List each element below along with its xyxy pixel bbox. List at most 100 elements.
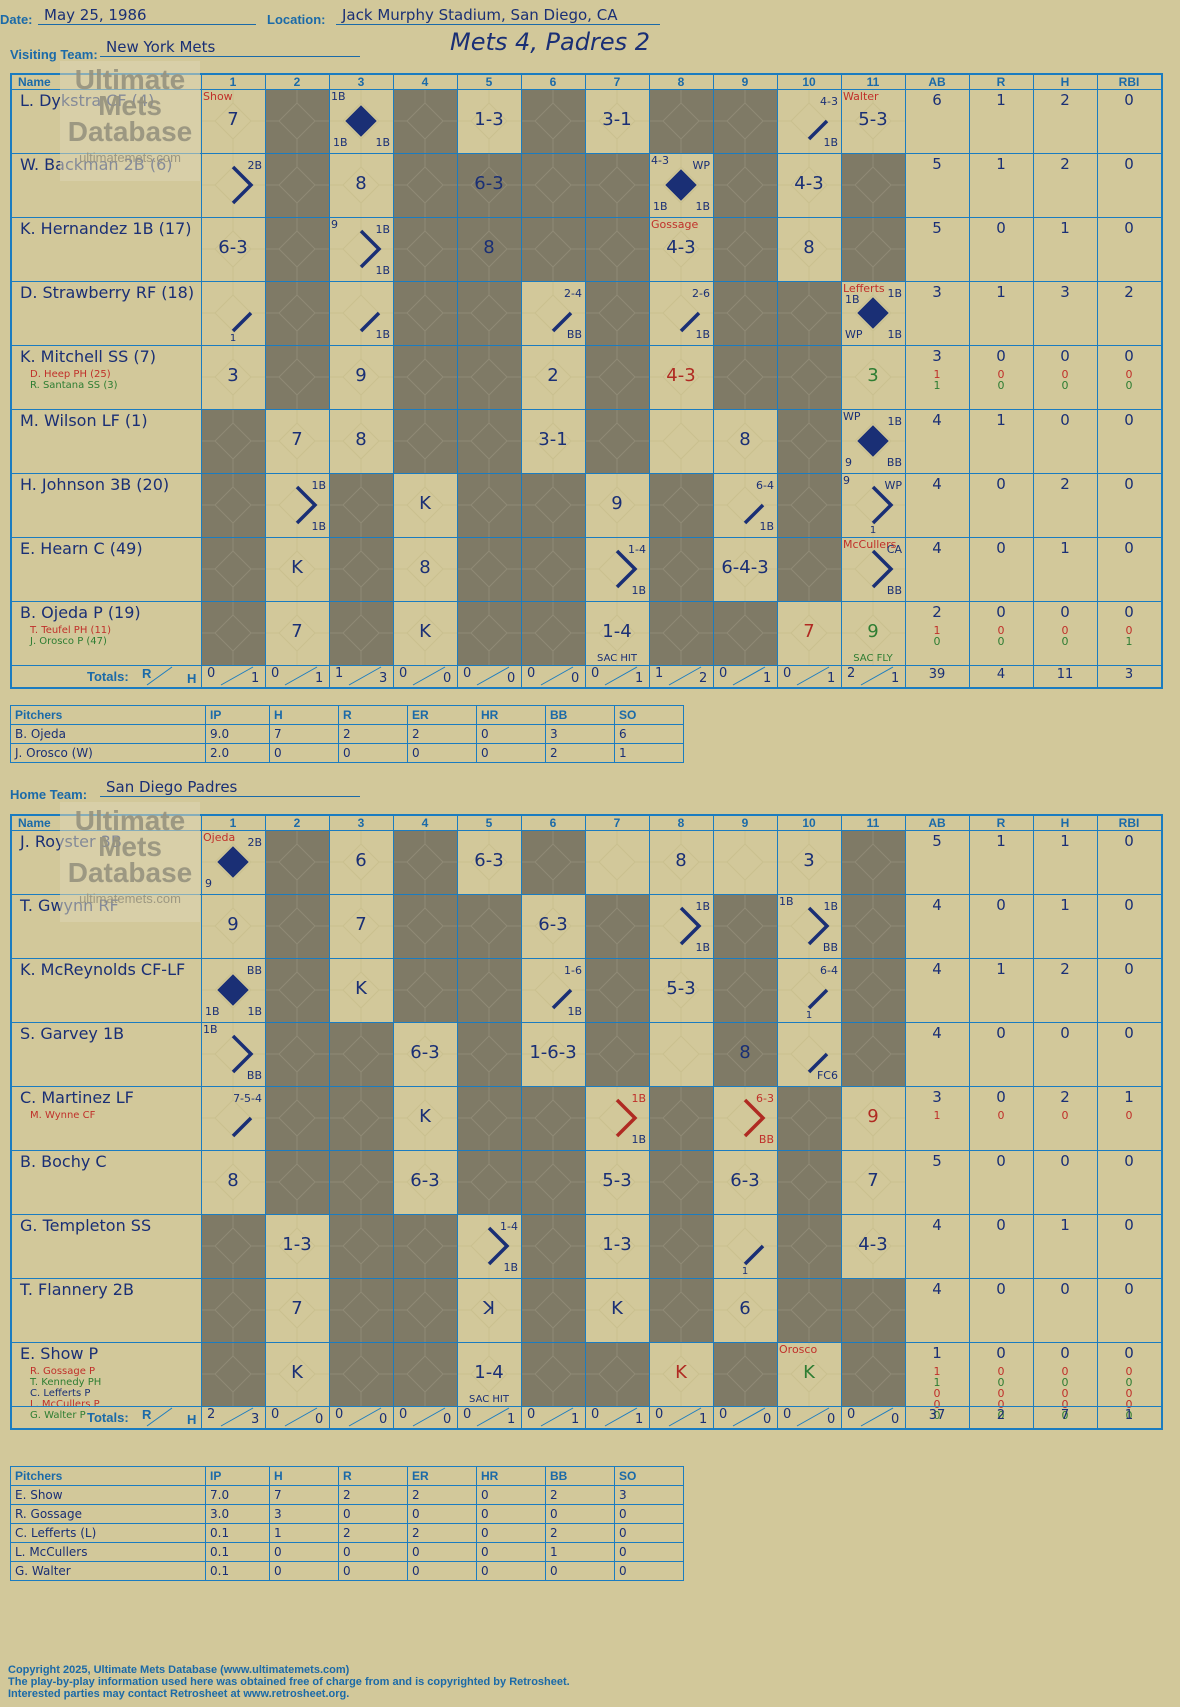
substitute-stat: 0: [997, 624, 1005, 637]
inning-cell: [777, 537, 841, 601]
column-header: 8: [677, 816, 685, 830]
substitute-stat: 0: [997, 1387, 1005, 1400]
player-stat: 0: [1124, 1216, 1134, 1234]
inning-cell: [265, 1022, 329, 1086]
column-header: Name: [18, 816, 51, 830]
player-name: K. Mitchell SS (7): [20, 347, 157, 366]
inning-cell: [585, 958, 649, 1022]
base-diamond: [201, 830, 265, 894]
base-diamond: [649, 1086, 713, 1150]
base-diamond: [777, 1342, 841, 1406]
play-result: 3: [803, 850, 815, 871]
inning-cell: 7: [777, 601, 841, 665]
base-diamond: [521, 89, 585, 153]
column-header: 9: [741, 816, 749, 830]
inning-cell: [841, 153, 905, 217]
base-diamond: [265, 1150, 329, 1214]
substitute-name: R. Santana SS (3): [30, 380, 118, 391]
play-annotation: 1B: [887, 328, 902, 341]
basepath-mark: [743, 503, 765, 525]
inning-cell: 8: [201, 1150, 265, 1214]
play-annotation: 1B: [375, 136, 390, 149]
column-header: 6: [549, 816, 557, 830]
base-diamond: [713, 409, 777, 473]
inning-cell: BB 1B 1B: [201, 958, 265, 1022]
basepath-mark: [871, 549, 894, 589]
inning-runs: 2: [847, 666, 856, 681]
grid-line: [12, 217, 1161, 218]
grid-line: [12, 601, 1161, 602]
base-diamond: [841, 1150, 905, 1214]
pitcher-stat: 1: [545, 1542, 615, 1562]
player-stat: 2: [932, 603, 942, 621]
base-diamond: [585, 1150, 649, 1214]
grid-line: [12, 894, 1161, 895]
inning-cell: 9: [201, 894, 265, 958]
grid-line: [329, 816, 330, 1428]
inning-cell: 2-4 BB: [521, 281, 585, 345]
play-annotation: 6-3: [756, 1092, 774, 1105]
base-diamond: [521, 345, 585, 409]
play-annotation: 1B: [311, 520, 326, 533]
play-annotation: WP: [843, 410, 861, 423]
inning-cell: 7: [265, 601, 329, 665]
column-header: 9: [741, 75, 749, 89]
substitute-stat: 0: [933, 635, 941, 648]
base-diamond: [265, 1214, 329, 1278]
play-annotation: 1B: [375, 328, 390, 341]
basepath-mark: [231, 1116, 253, 1138]
base-diamond: [201, 281, 265, 345]
pitcher-stat: 0.1: [205, 1523, 270, 1543]
inning-cell: [585, 345, 649, 409]
base-diamond: [521, 1342, 585, 1406]
column-header: 1: [229, 816, 237, 830]
substitute-name: J. Orosco P (47): [30, 636, 107, 647]
base-diamond: [329, 89, 393, 153]
play-annotation: SAC HIT: [597, 653, 637, 664]
base-diamond: [713, 830, 777, 894]
player-stat: 4: [932, 1024, 942, 1042]
player-stat: 5: [932, 155, 942, 173]
play-result: 4-3: [666, 237, 696, 258]
inning-cell: [393, 153, 457, 217]
inning-hits: 0: [379, 1412, 388, 1427]
inning-cell: 7: [841, 1150, 905, 1214]
grid-line: [521, 75, 522, 687]
inning-cell: [713, 830, 777, 894]
grid-line: [713, 816, 714, 1428]
base-diamond: [265, 473, 329, 537]
inning-cell: [777, 1086, 841, 1150]
play-annotation: McCullers: [843, 538, 897, 551]
team-total: 1: [1124, 1408, 1134, 1423]
play-result: K: [675, 1362, 687, 1383]
inning-cell: 5-3 Walter: [841, 89, 905, 153]
pitcher-name: E. Show: [10, 1485, 206, 1505]
inning-cell: [521, 1278, 585, 1342]
grid-line: [12, 537, 1161, 538]
pitcher-stat: 2: [338, 1523, 408, 1543]
pitching-column-header: SO: [614, 705, 684, 725]
player-name: B. Bochy C: [20, 1152, 107, 1171]
pitching-column-header: IP: [205, 1466, 270, 1486]
inning-cell: 6-3: [457, 830, 521, 894]
inning-cell: [393, 1214, 457, 1278]
base-diamond: [841, 217, 905, 281]
play-annotation: 1B: [247, 1005, 262, 1018]
base-diamond: [329, 601, 393, 665]
inning-cell: [201, 537, 265, 601]
base-diamond: [649, 345, 713, 409]
substitute-name: M. Wynne CF: [30, 1110, 96, 1121]
basepath-mark: [807, 119, 829, 141]
base-diamond: [201, 1278, 265, 1342]
inning-cell: [201, 1278, 265, 1342]
inning-cell: 1-4 1B: [585, 537, 649, 601]
play-annotation: 6-4: [820, 964, 838, 977]
pitcher-stat: 2: [545, 1485, 615, 1505]
player-stat: 2: [1060, 1088, 1070, 1106]
inning-cell: [841, 958, 905, 1022]
substitute-stat: 0: [933, 1409, 941, 1422]
base-diamond: [713, 153, 777, 217]
inning-cell: [265, 958, 329, 1022]
footer: Copyright 2025, Ultimate Mets Database (…: [8, 1664, 570, 1700]
